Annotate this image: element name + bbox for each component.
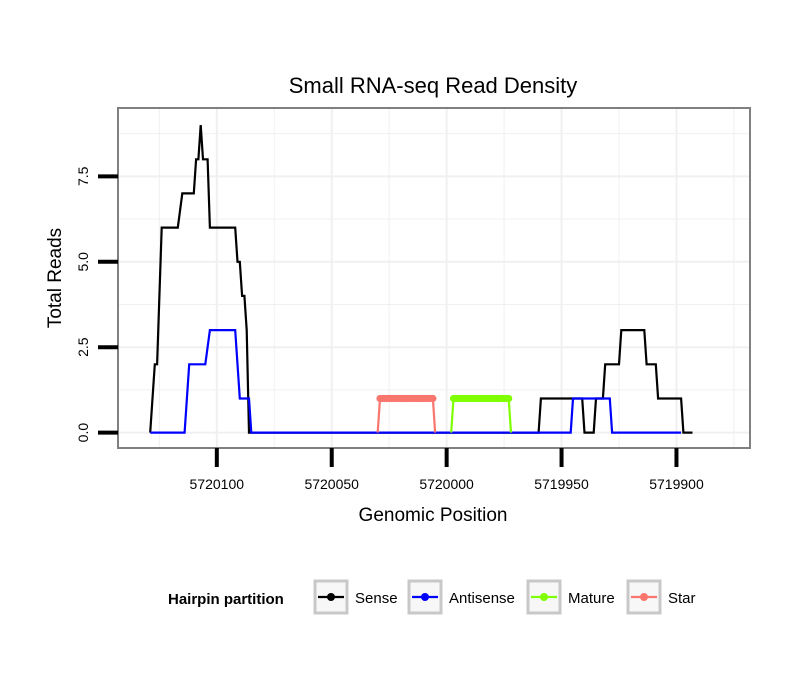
legend-key-point bbox=[421, 593, 429, 601]
chart-title: Small RNA-seq Read Density bbox=[289, 73, 578, 98]
series-point-star bbox=[429, 394, 437, 403]
x-tick-label: 5719900 bbox=[649, 476, 704, 492]
grid-lines bbox=[118, 108, 750, 448]
series-layer bbox=[149, 125, 693, 434]
plot-panel bbox=[118, 108, 750, 448]
series-point-mature bbox=[505, 394, 513, 403]
axes: 0.0 2.5 5.0 7.5 5720100 5720050 5720000 5719950… bbox=[75, 166, 704, 492]
y-axis-label: Total Reads bbox=[45, 228, 66, 328]
y-tick-label: 0.0 bbox=[75, 423, 91, 443]
legend-label: Sense bbox=[355, 590, 398, 607]
panel-frame bbox=[117, 107, 751, 449]
legend-label: Mature bbox=[568, 590, 615, 607]
legend-title: Hairpin partition bbox=[168, 591, 284, 608]
x-tick-label: 5720100 bbox=[190, 476, 245, 492]
y-tick-label: 7.5 bbox=[75, 166, 91, 186]
legend-key-point bbox=[540, 593, 548, 601]
x-tick-label: 5720050 bbox=[304, 476, 359, 492]
legend: Hairpin partition Sense Antisense Mature St… bbox=[168, 579, 696, 615]
series-line-antisense bbox=[150, 329, 682, 434]
x-tick-label: 5720000 bbox=[419, 476, 474, 492]
y-tick-label: 5.0 bbox=[75, 252, 91, 272]
panel-background bbox=[118, 108, 750, 448]
series-line-sense bbox=[149, 125, 693, 434]
legend-key-point bbox=[327, 593, 335, 601]
panel-border bbox=[117, 107, 751, 449]
legend-label: Star bbox=[668, 590, 696, 607]
legend-key-point bbox=[640, 593, 648, 601]
y-tick-label: 2.5 bbox=[75, 337, 91, 357]
legend-label: Antisense bbox=[449, 590, 515, 607]
x-tick-label: 5719950 bbox=[534, 476, 589, 492]
x-axis-label: Genomic Position bbox=[359, 505, 508, 526]
